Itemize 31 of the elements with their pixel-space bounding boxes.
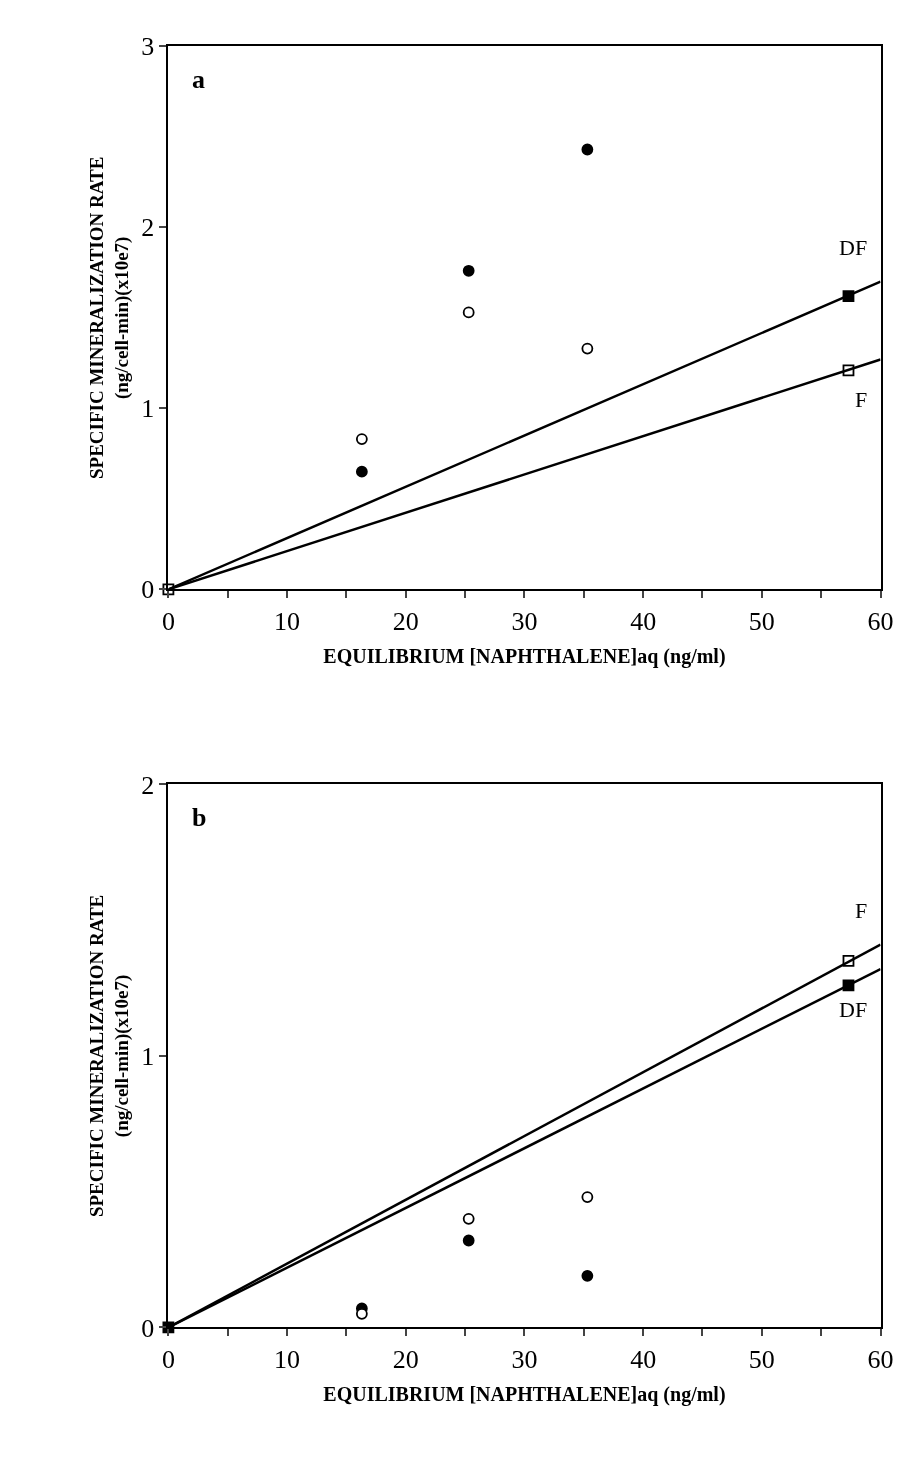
series-label: F: [855, 898, 868, 923]
y-tick-label: 2: [141, 213, 155, 243]
y-axis-title: SPECIFIC MINERALIZATION RATE (ng/cell-min)(x10e7): [85, 156, 133, 480]
x-tick-label: 20: [392, 1344, 419, 1374]
x-tick-label: 50: [748, 1344, 775, 1374]
x-tick-label: 20: [392, 606, 419, 636]
y-tick-label: 1: [141, 394, 155, 424]
series-label: DF: [839, 235, 868, 260]
x-tick-label: 40: [630, 606, 657, 636]
y-tick-label: 1: [141, 1042, 155, 1071]
series-label: F: [855, 387, 868, 412]
y-tick-label: 3: [141, 32, 155, 62]
x-tick-label: 50: [748, 606, 775, 636]
x-tick-label: 30: [511, 1344, 538, 1374]
y-axis-title: SPECIFIC MINERALIZATION RATE (ng/cell-min)(x10e7): [85, 894, 133, 1218]
x-tick-label: 30: [511, 606, 538, 636]
x-tick-label: 60: [867, 606, 894, 636]
x-tick-label: 60: [867, 1344, 894, 1374]
annotation: a: [192, 65, 205, 94]
x-axis-title: EQUILIBRIUM [NAPHTHALENE]aq (ng/ml): [323, 644, 726, 668]
x-tick-label: 0: [161, 606, 175, 636]
annotation: b: [192, 803, 207, 832]
x-tick-label: 10: [274, 1344, 301, 1374]
y-tick-label: 0: [141, 575, 155, 605]
series-label: DF: [839, 997, 868, 1022]
x-tick-label: 0: [161, 1344, 175, 1374]
x-tick-label: 10: [274, 606, 301, 636]
x-axis-title: EQUILIBRIUM [NAPHTHALENE]aq (ng/ml): [323, 1382, 726, 1406]
y-tick-label: 2: [141, 770, 155, 800]
y-tick-label: 0: [141, 1313, 155, 1343]
x-tick-label: 40: [630, 1344, 657, 1374]
